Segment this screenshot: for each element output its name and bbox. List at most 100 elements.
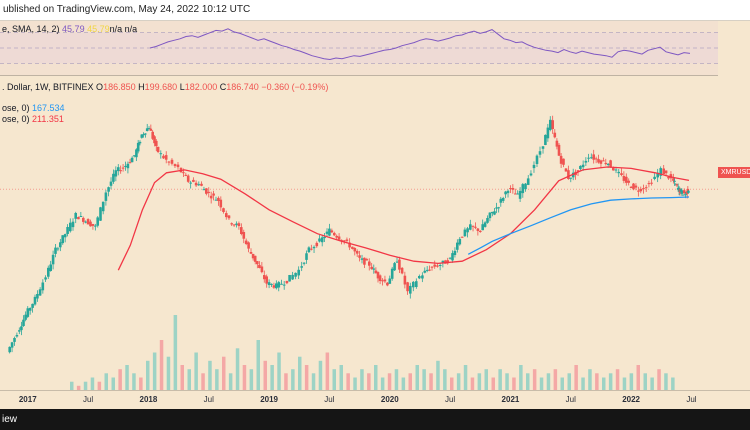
candle-body	[302, 262, 306, 264]
candle-body	[328, 228, 331, 236]
candle-body	[135, 149, 138, 158]
price-pane[interactable]: . Dollar, 1W, BITFINEX O186.850 H199.680…	[0, 76, 750, 390]
candle-body	[627, 180, 630, 183]
candle-body	[10, 342, 14, 348]
candle-body	[567, 170, 570, 179]
candle-body	[22, 319, 25, 326]
candle-body	[541, 146, 545, 149]
volume-bar	[477, 373, 482, 390]
candle-body	[79, 216, 83, 217]
candle-body	[425, 269, 429, 271]
candle-body	[294, 272, 297, 277]
candle-body	[272, 285, 276, 288]
ohlc-c: C186.740	[219, 82, 259, 92]
volume-bar	[463, 365, 468, 390]
rsi-line	[149, 28, 691, 61]
volume-bar	[242, 365, 247, 390]
candle-body	[249, 252, 253, 254]
volume-bar	[567, 373, 571, 390]
price-axis[interactable]	[718, 21, 750, 390]
candle-body	[363, 257, 366, 265]
candle-body	[476, 228, 480, 231]
volume-bar	[394, 369, 399, 390]
time-axis-label: 2021	[501, 395, 520, 404]
candle-body	[109, 181, 113, 186]
candle-body	[516, 193, 519, 195]
candle-body	[629, 186, 633, 188]
candle-body	[63, 234, 67, 238]
volume-bar	[332, 369, 336, 390]
time-axis-label: Jul	[444, 395, 456, 404]
candle-body	[101, 201, 105, 212]
volume-bar	[387, 373, 392, 390]
candle-body	[202, 189, 206, 191]
candle-body	[212, 193, 215, 196]
candle-body	[441, 260, 445, 264]
candle-body	[474, 226, 477, 228]
candle-body	[614, 169, 618, 171]
time-axis[interactable]: 2017 Jul 2018 Jul 2019 Jul 2020 Jul 2021 Jul 2022 J…	[0, 390, 750, 409]
volume-bar	[173, 315, 178, 390]
candle-body	[395, 261, 399, 263]
candle-body	[587, 157, 590, 159]
candle-body	[463, 229, 467, 237]
candle-body	[31, 303, 34, 308]
candle-body	[147, 128, 151, 130]
candle-body	[448, 257, 452, 259]
candle-body	[599, 160, 603, 164]
candle-body	[664, 170, 668, 174]
candle-body	[497, 207, 500, 209]
candle-body	[358, 255, 361, 258]
volume-bar	[360, 369, 364, 390]
symbol-title: . Dollar, 1W, BITFINEX	[2, 82, 94, 92]
candle-body	[386, 282, 389, 286]
volume-bar	[553, 369, 558, 390]
ohlc-h: H199.680	[138, 82, 178, 92]
candle-body	[13, 338, 16, 342]
candle-body	[681, 194, 685, 196]
candle-body	[381, 280, 384, 282]
candle-body	[24, 314, 27, 320]
candle-body	[637, 190, 640, 192]
time-axis-label: 2022	[622, 395, 641, 404]
candle-body	[406, 282, 409, 292]
candle-body	[342, 240, 346, 242]
candle-body	[491, 211, 494, 214]
candle-body	[300, 266, 303, 268]
candle-body	[335, 235, 338, 238]
candle-body	[244, 240, 248, 244]
candle-body	[265, 276, 268, 284]
candle-body	[56, 248, 60, 250]
volume-bar	[629, 373, 634, 390]
candle-body	[47, 267, 50, 277]
candle-body	[82, 217, 85, 222]
candle-body	[237, 223, 241, 226]
volume-bar	[277, 352, 281, 390]
candle-body	[247, 242, 250, 249]
volume-bar	[304, 365, 309, 390]
candle-body	[673, 180, 676, 182]
candle-body	[526, 178, 530, 185]
rsi-legend-na: n/a n/a	[109, 24, 138, 34]
candle-body	[192, 179, 195, 182]
candle-body	[680, 190, 684, 194]
candle-body	[61, 235, 64, 244]
volume-bar	[456, 373, 461, 390]
volume-bar	[408, 373, 412, 390]
change-value: −0.360 (−0.19%)	[261, 82, 329, 92]
candle-body	[370, 266, 373, 270]
candle-body	[77, 217, 80, 220]
time-axis-label: 2020	[380, 395, 399, 404]
price-chart[interactable]	[0, 76, 718, 390]
candle-body	[54, 247, 57, 254]
volume-bar	[159, 340, 164, 390]
candle-body	[546, 127, 550, 139]
candle-body	[348, 242, 351, 248]
candle-body	[557, 144, 561, 156]
candle-body	[453, 250, 457, 255]
time-axis-label: Jul	[82, 395, 94, 404]
candle-body	[186, 175, 190, 182]
volume-bar	[643, 373, 647, 390]
ma50-line	[117, 166, 690, 271]
volume-bar	[311, 373, 316, 390]
